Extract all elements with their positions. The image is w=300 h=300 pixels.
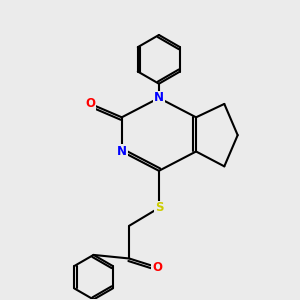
Text: O: O <box>152 261 162 274</box>
Text: S: S <box>155 202 163 214</box>
Text: O: O <box>85 98 96 110</box>
Text: N: N <box>154 92 164 104</box>
Text: N: N <box>117 145 127 158</box>
